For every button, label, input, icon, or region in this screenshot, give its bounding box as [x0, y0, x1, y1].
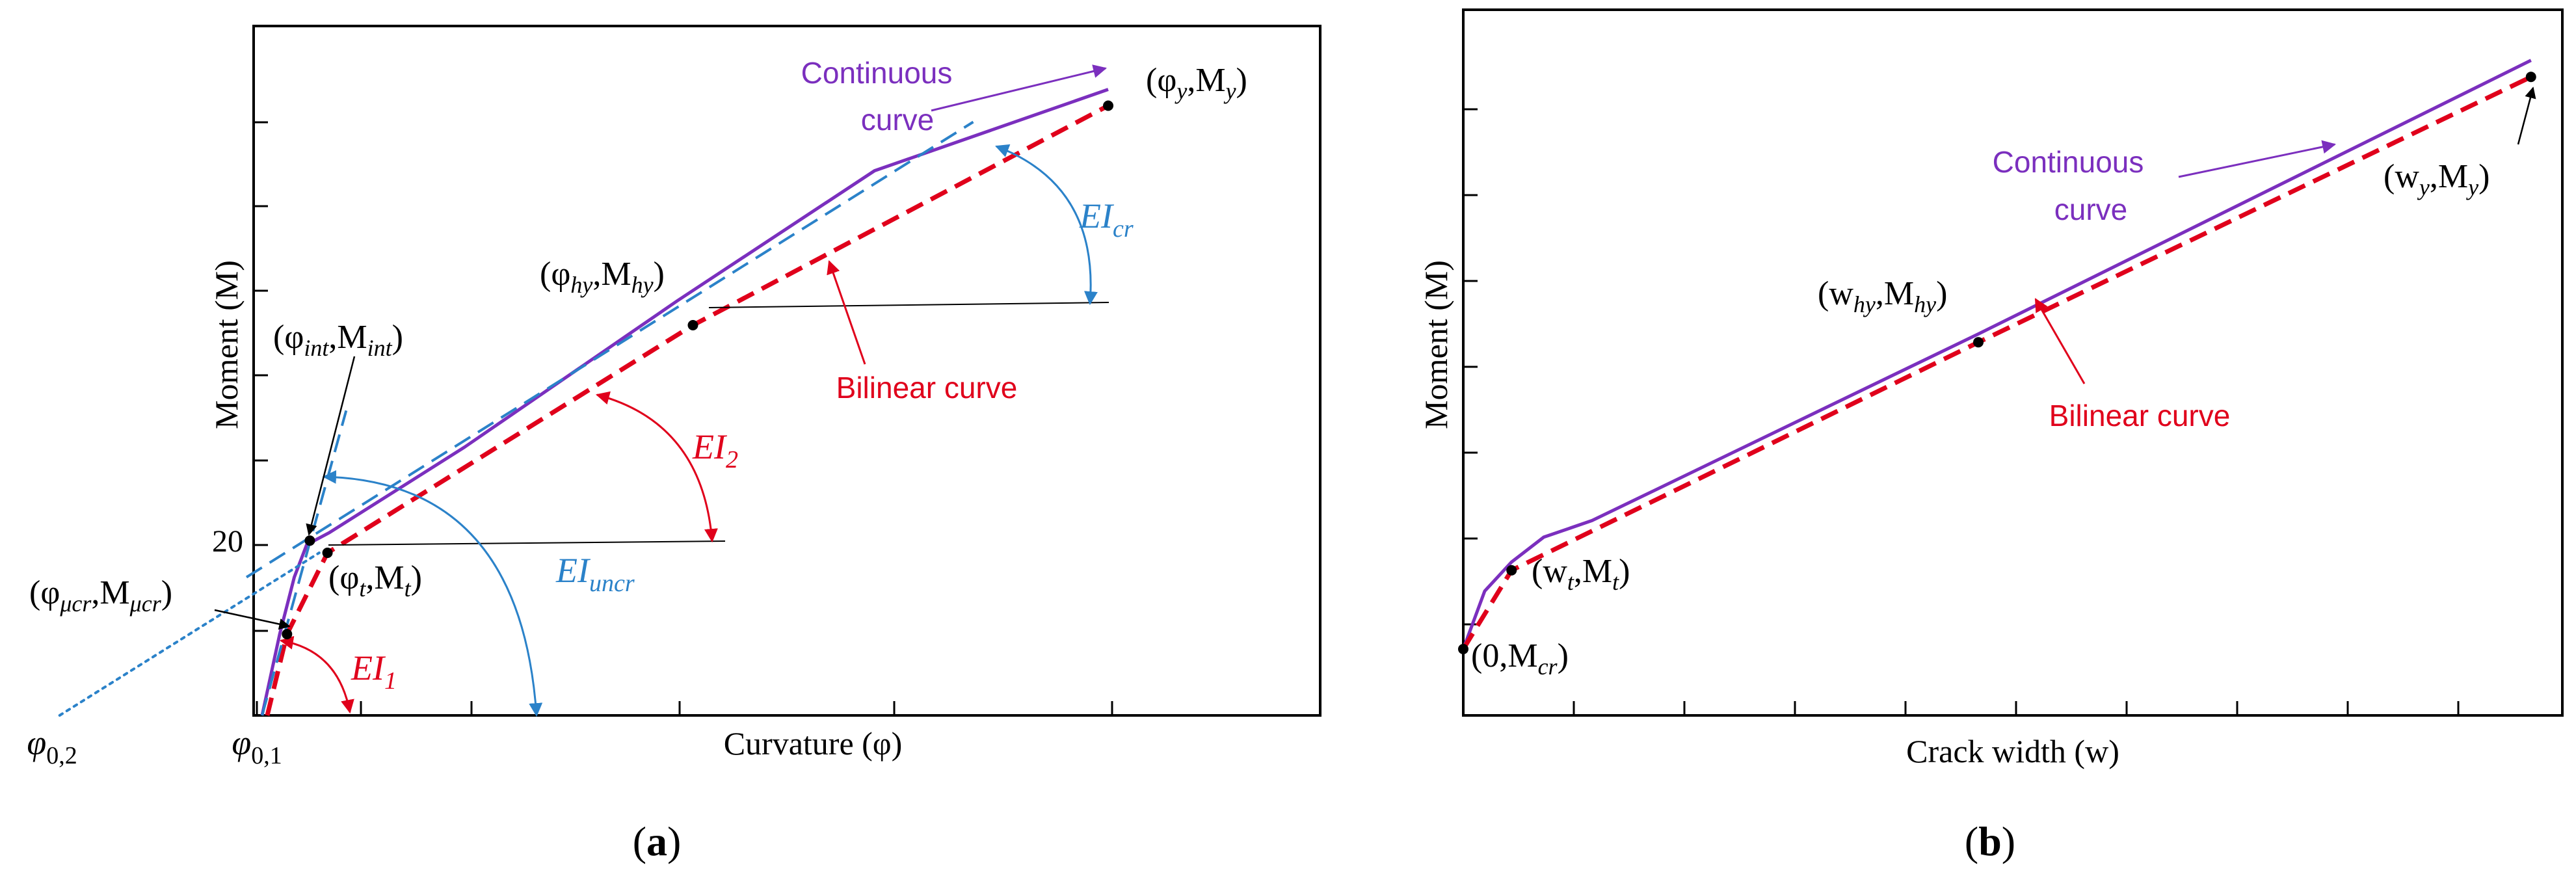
EI1-label: EI1 — [351, 648, 397, 695]
panel-a-points — [282, 100, 1114, 639]
panel-a-ytick-label: 20 — [212, 524, 243, 559]
continuous-label-a-line1: Continuous — [801, 56, 953, 90]
series-line-bilinear-curve — [265, 103, 1109, 716]
EIuncr-label: EIuncr — [555, 551, 635, 597]
bilinear-callout-arrow-b — [2034, 298, 2086, 384]
point-marker-t — [1506, 565, 1517, 576]
point-marker-int — [304, 535, 315, 546]
point-marker-hy — [687, 320, 698, 330]
series-line-bilinear-curve — [1461, 75, 2532, 650]
point-label-phi-hy: (φhy,Mhy) — [540, 256, 665, 298]
EIcr-reference-line — [708, 302, 1109, 308]
panel-b-ticks — [1463, 108, 2460, 715]
point-label-w-t: (wt,Mt) — [1532, 553, 1630, 595]
panel-b-label: (b) — [1965, 818, 2015, 864]
panel-a: Moment (M) Curvature (φ) 20 φ0,2 φ0,1 (a… — [27, 25, 1321, 864]
point-label-phi-mucr: (φμcr,Mμcr) — [29, 574, 172, 617]
wy-callout-arrow — [2517, 86, 2536, 145]
point-label-w-y: (wy,My) — [2383, 158, 2490, 200]
point-label-cr: (0,Mcr) — [1471, 637, 1569, 680]
point-marker-mu_cr — [282, 629, 293, 639]
panel-b-ylabel: Moment (M) — [1418, 260, 1454, 429]
panel-a-xlabel: Curvature (φ) — [724, 725, 903, 762]
point-marker-y — [1103, 100, 1114, 111]
series-line-continuous-curve — [1461, 59, 2532, 650]
panel-b: Moment (M) Crack width (w) (b) Continuou… — [1418, 8, 2564, 864]
EIuncr-arc — [322, 470, 543, 717]
continuous-label-a-line2: curve — [861, 103, 934, 137]
series-line-eiuncr-tangent — [261, 410, 348, 716]
EI2-reference-line — [328, 540, 726, 546]
point-label-phi-int: (φint,Mint) — [273, 319, 403, 361]
bilinear-callout-arrow-a — [827, 260, 866, 365]
point-marker-y — [2525, 72, 2536, 83]
EI2-arc — [595, 391, 718, 543]
panel-b-lines — [1461, 59, 2532, 650]
point-label-w-hy: (why,Mhy) — [1818, 275, 1947, 317]
point-label-phi-t: (φt,Mt) — [328, 559, 422, 602]
EI2-label: EI2 — [692, 427, 738, 473]
EIcr-arc — [995, 144, 1098, 306]
continuous-label-b-line2: curve — [2054, 193, 2127, 226]
continuous-callout-arrow-a — [931, 64, 1108, 112]
EI1-arc — [279, 635, 354, 714]
panel-b-xlabel: Crack width (w) — [1906, 733, 2119, 769]
panel-a-ticks — [254, 121, 1113, 717]
point-marker-cr — [1458, 644, 1468, 654]
panel-b-points — [1458, 72, 2536, 654]
int-callout-arrow — [306, 356, 356, 536]
continuous-label-b-line1: Continuous — [1993, 145, 2144, 179]
point-label-phi-y: (φy,My) — [1146, 62, 1247, 104]
panel-a-label: (a) — [633, 818, 682, 864]
mucr-callout-arrow — [214, 609, 291, 630]
phi02-label: φ0,2 — [27, 723, 77, 769]
panel-b-frame — [1462, 8, 2564, 717]
bilinear-label-b: Bilinear curve — [2049, 399, 2231, 432]
continuous-callout-arrow-b — [2178, 140, 2337, 178]
point-marker-t — [322, 548, 333, 558]
EIcr-label: EIcr — [1079, 196, 1134, 243]
phi01-label: φ0,1 — [232, 723, 282, 769]
panel-a-frame — [252, 25, 1321, 717]
bilinear-label-a: Bilinear curve — [836, 371, 1018, 405]
point-marker-hy — [1973, 337, 1984, 348]
series-line-extension-to-0-2 — [58, 552, 321, 717]
panel-a-ylabel: Moment (M) — [208, 260, 245, 429]
